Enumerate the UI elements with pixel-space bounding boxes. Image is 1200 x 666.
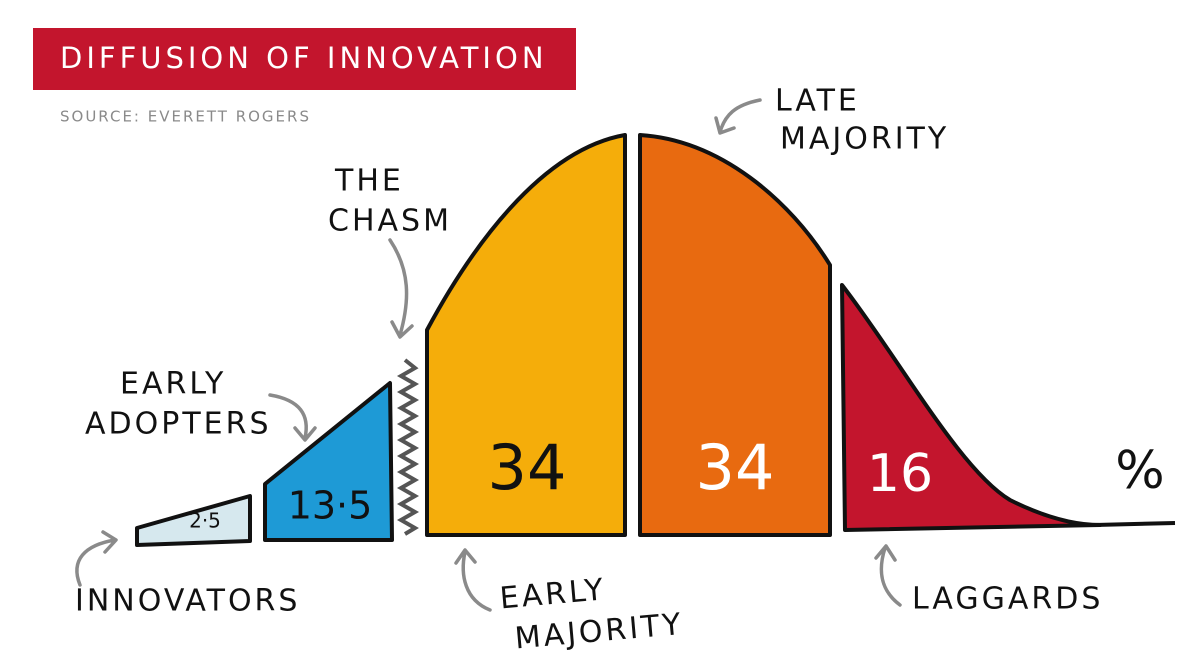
segment-value: 34 (488, 431, 567, 504)
arrow (388, 238, 414, 339)
arrow (268, 393, 317, 442)
source: SOURCE: EVERETT ROGERS (60, 108, 311, 126)
chasm-zigzag (396, 358, 420, 536)
chasm-label: CHASM (328, 204, 452, 239)
tail-line (1094, 521, 1176, 527)
laggards-label: LAGGARDS (912, 582, 1103, 617)
early-majority-area (425, 133, 627, 537)
laggards-area (840, 283, 1102, 532)
title-bar (33, 28, 576, 90)
chasm-label: THE (334, 164, 404, 199)
arrow (714, 98, 762, 135)
early-adopters-area (263, 381, 394, 542)
segment-value: 16 (867, 444, 933, 504)
innovators-area (135, 494, 252, 547)
arrow (75, 530, 118, 587)
early-adopters-label: ADOPTERS (85, 407, 272, 442)
unit: % (1115, 441, 1164, 501)
arrow (454, 548, 492, 612)
segment-value: 34 (696, 431, 775, 504)
late-majority-label: MAJORITY (780, 122, 949, 157)
segment-value: 13·5 (288, 484, 373, 528)
late-majority-area (638, 133, 832, 537)
title: DIFFUSION OF INNOVATION (60, 41, 548, 75)
segment-value: 2·5 (189, 509, 221, 533)
arrow (874, 544, 902, 607)
early-majority-label: MAJORITY (513, 607, 685, 657)
early-adopters-label: EARLY (120, 367, 226, 402)
innovators-label: INNOVATORS (75, 584, 300, 619)
early-majority-label: EARLY (498, 572, 607, 616)
late-majority-label: LATE (775, 84, 860, 119)
